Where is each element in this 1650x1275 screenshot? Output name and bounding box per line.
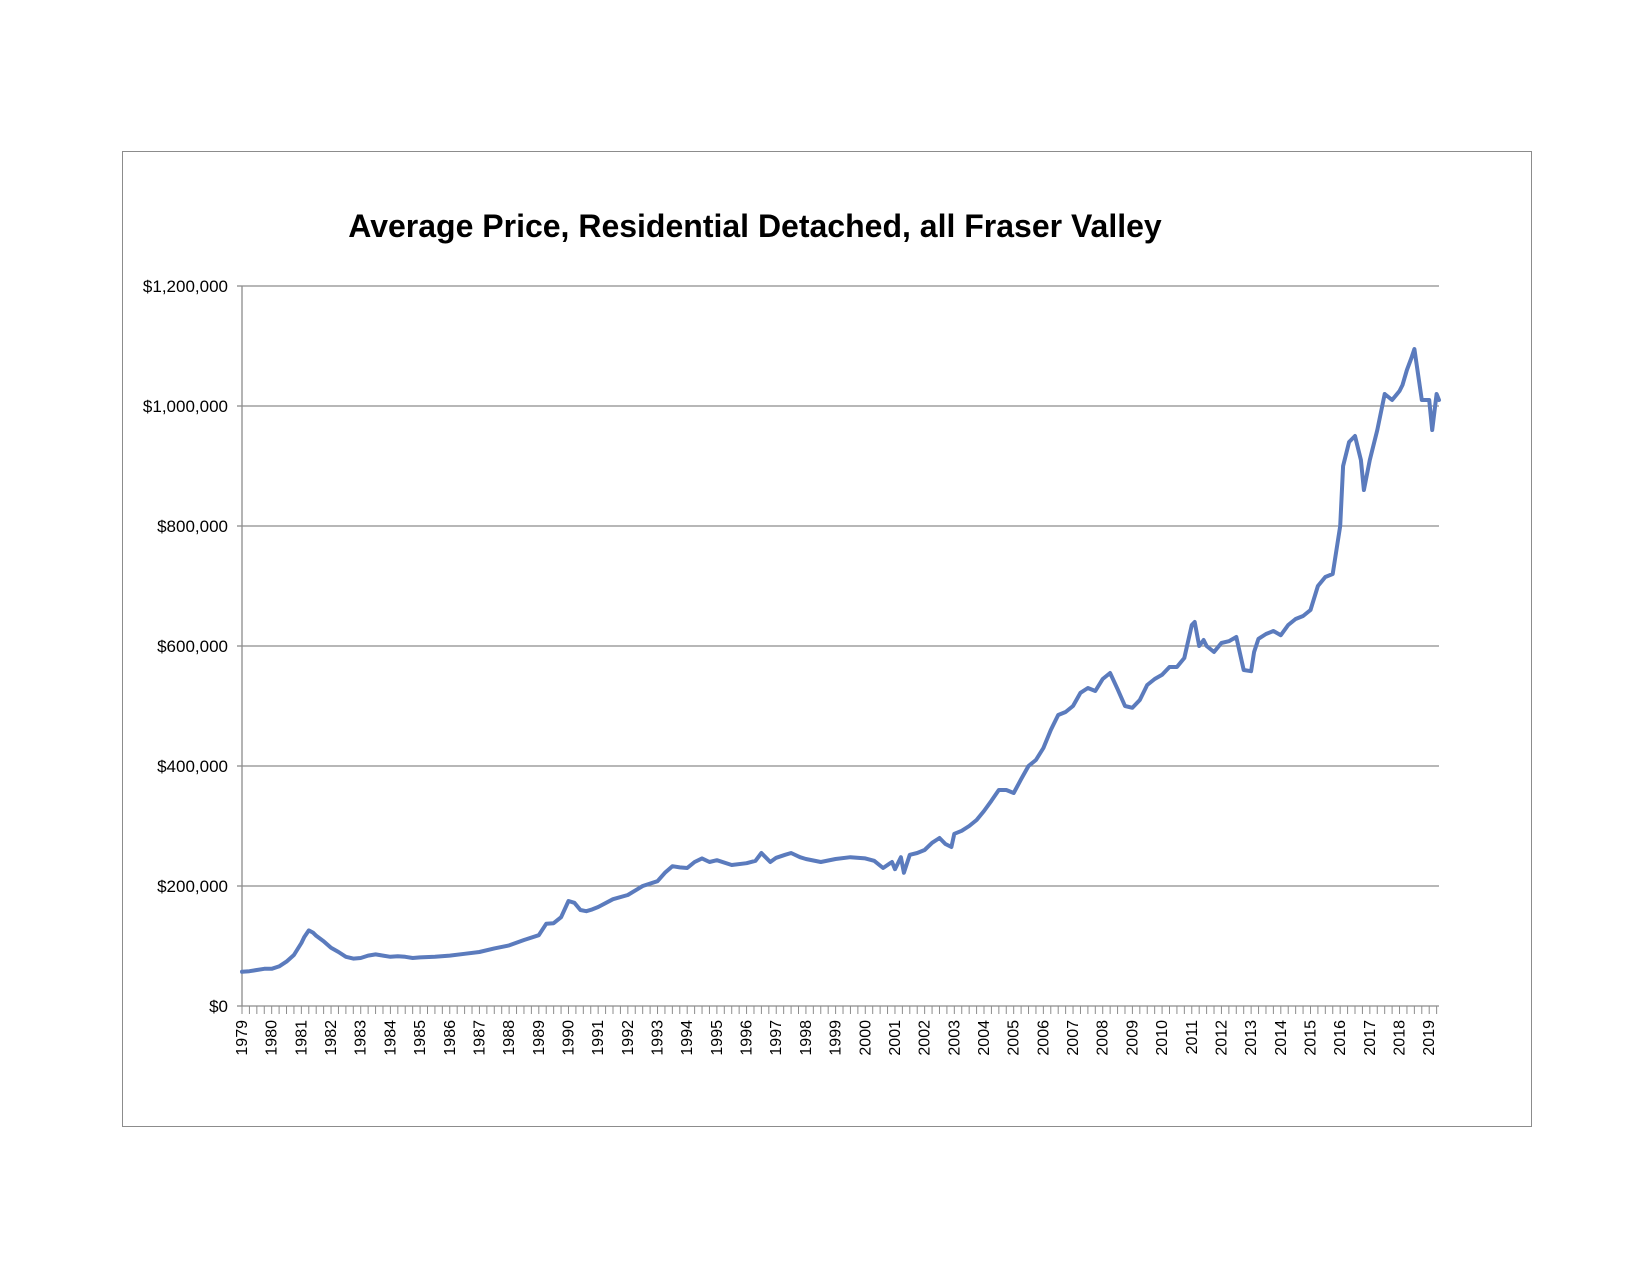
x-tick-label: 2010 [1154,1020,1171,1056]
x-tick-label: 2015 [1302,1020,1319,1056]
x-tick-label: 2011 [1184,1020,1201,1055]
x-tick-label: 1993 [650,1020,667,1056]
x-tick-label: 2013 [1243,1020,1260,1056]
x-tick-label: 2004 [976,1020,993,1056]
x-tick-label: 1987 [471,1020,488,1056]
x-tick-label: 2000 [857,1020,874,1056]
x-axis: 1979 1980 1981 1982 1983 1984 1985 1986 1987 1988… [234,1005,1439,1056]
x-tick-label: 2003 [946,1020,963,1056]
series-line [240,347,1441,974]
gridlines [242,285,1439,887]
x-tick-label: 1999 [828,1020,845,1056]
y-tick-label: $600,000 [157,637,228,656]
x-tick-label: 1979 [234,1020,251,1056]
x-tick-label: 2001 [887,1020,904,1056]
chart-title: Average Price, Residential Detached, all… [348,208,1162,244]
x-tick-label: 1984 [382,1020,399,1056]
x-tick-label: 1991 [590,1020,607,1056]
x-tick-label: 1985 [412,1020,429,1056]
x-tick-label: 1981 [293,1020,310,1056]
x-tick-label: 2014 [1273,1020,1290,1056]
x-tick-label: 1988 [501,1020,518,1056]
chart-area: Average Price, Residential Detached, all… [143,208,1441,1056]
y-tick-label: $800,000 [157,517,228,536]
y-axis: $0 $200,000 $400,000 $600,000 $800,000 $1,000… [143,277,243,1016]
x-tick-label: 1998 [798,1020,815,1056]
series-layer [240,347,1441,974]
x-tick-label: 1990 [560,1020,577,1056]
x-tick-label: 1995 [709,1020,726,1056]
x-tick-label: 1997 [768,1020,785,1056]
x-tick-label: 1982 [323,1020,340,1056]
x-tick-label: 2008 [1095,1020,1112,1056]
x-tick-label: 1980 [264,1020,281,1056]
x-tick-label: 1986 [442,1020,459,1056]
x-tick-label: 2002 [917,1020,934,1056]
y-tick-label: $400,000 [157,757,228,776]
x-tick-label: 2009 [1124,1020,1141,1056]
y-tick-label: $1,200,000 [143,277,228,296]
x-tick-label: 1983 [353,1020,370,1056]
chart-frame: Average Price, Residential Detached, all… [122,151,1532,1127]
x-tick-label: 2012 [1213,1020,1230,1056]
x-tick-label: 2007 [1065,1020,1082,1056]
x-tick-label: 1996 [739,1020,756,1056]
x-tick-label: 2006 [1035,1020,1052,1056]
x-tick-label: 2017 [1362,1020,1379,1056]
x-tick-label: 2005 [1006,1020,1023,1056]
y-tick-label: $1,000,000 [143,397,228,416]
y-tick-label: $200,000 [157,877,228,896]
x-tick-label: 1989 [531,1020,548,1056]
x-tick-label: 2016 [1332,1020,1349,1056]
x-tick-label: 1992 [620,1020,637,1056]
y-tick-label: $0 [209,997,228,1016]
x-tick-label: 2018 [1392,1020,1409,1056]
x-tick-label: 1994 [679,1020,696,1056]
x-tick-label: 2019 [1421,1020,1438,1056]
